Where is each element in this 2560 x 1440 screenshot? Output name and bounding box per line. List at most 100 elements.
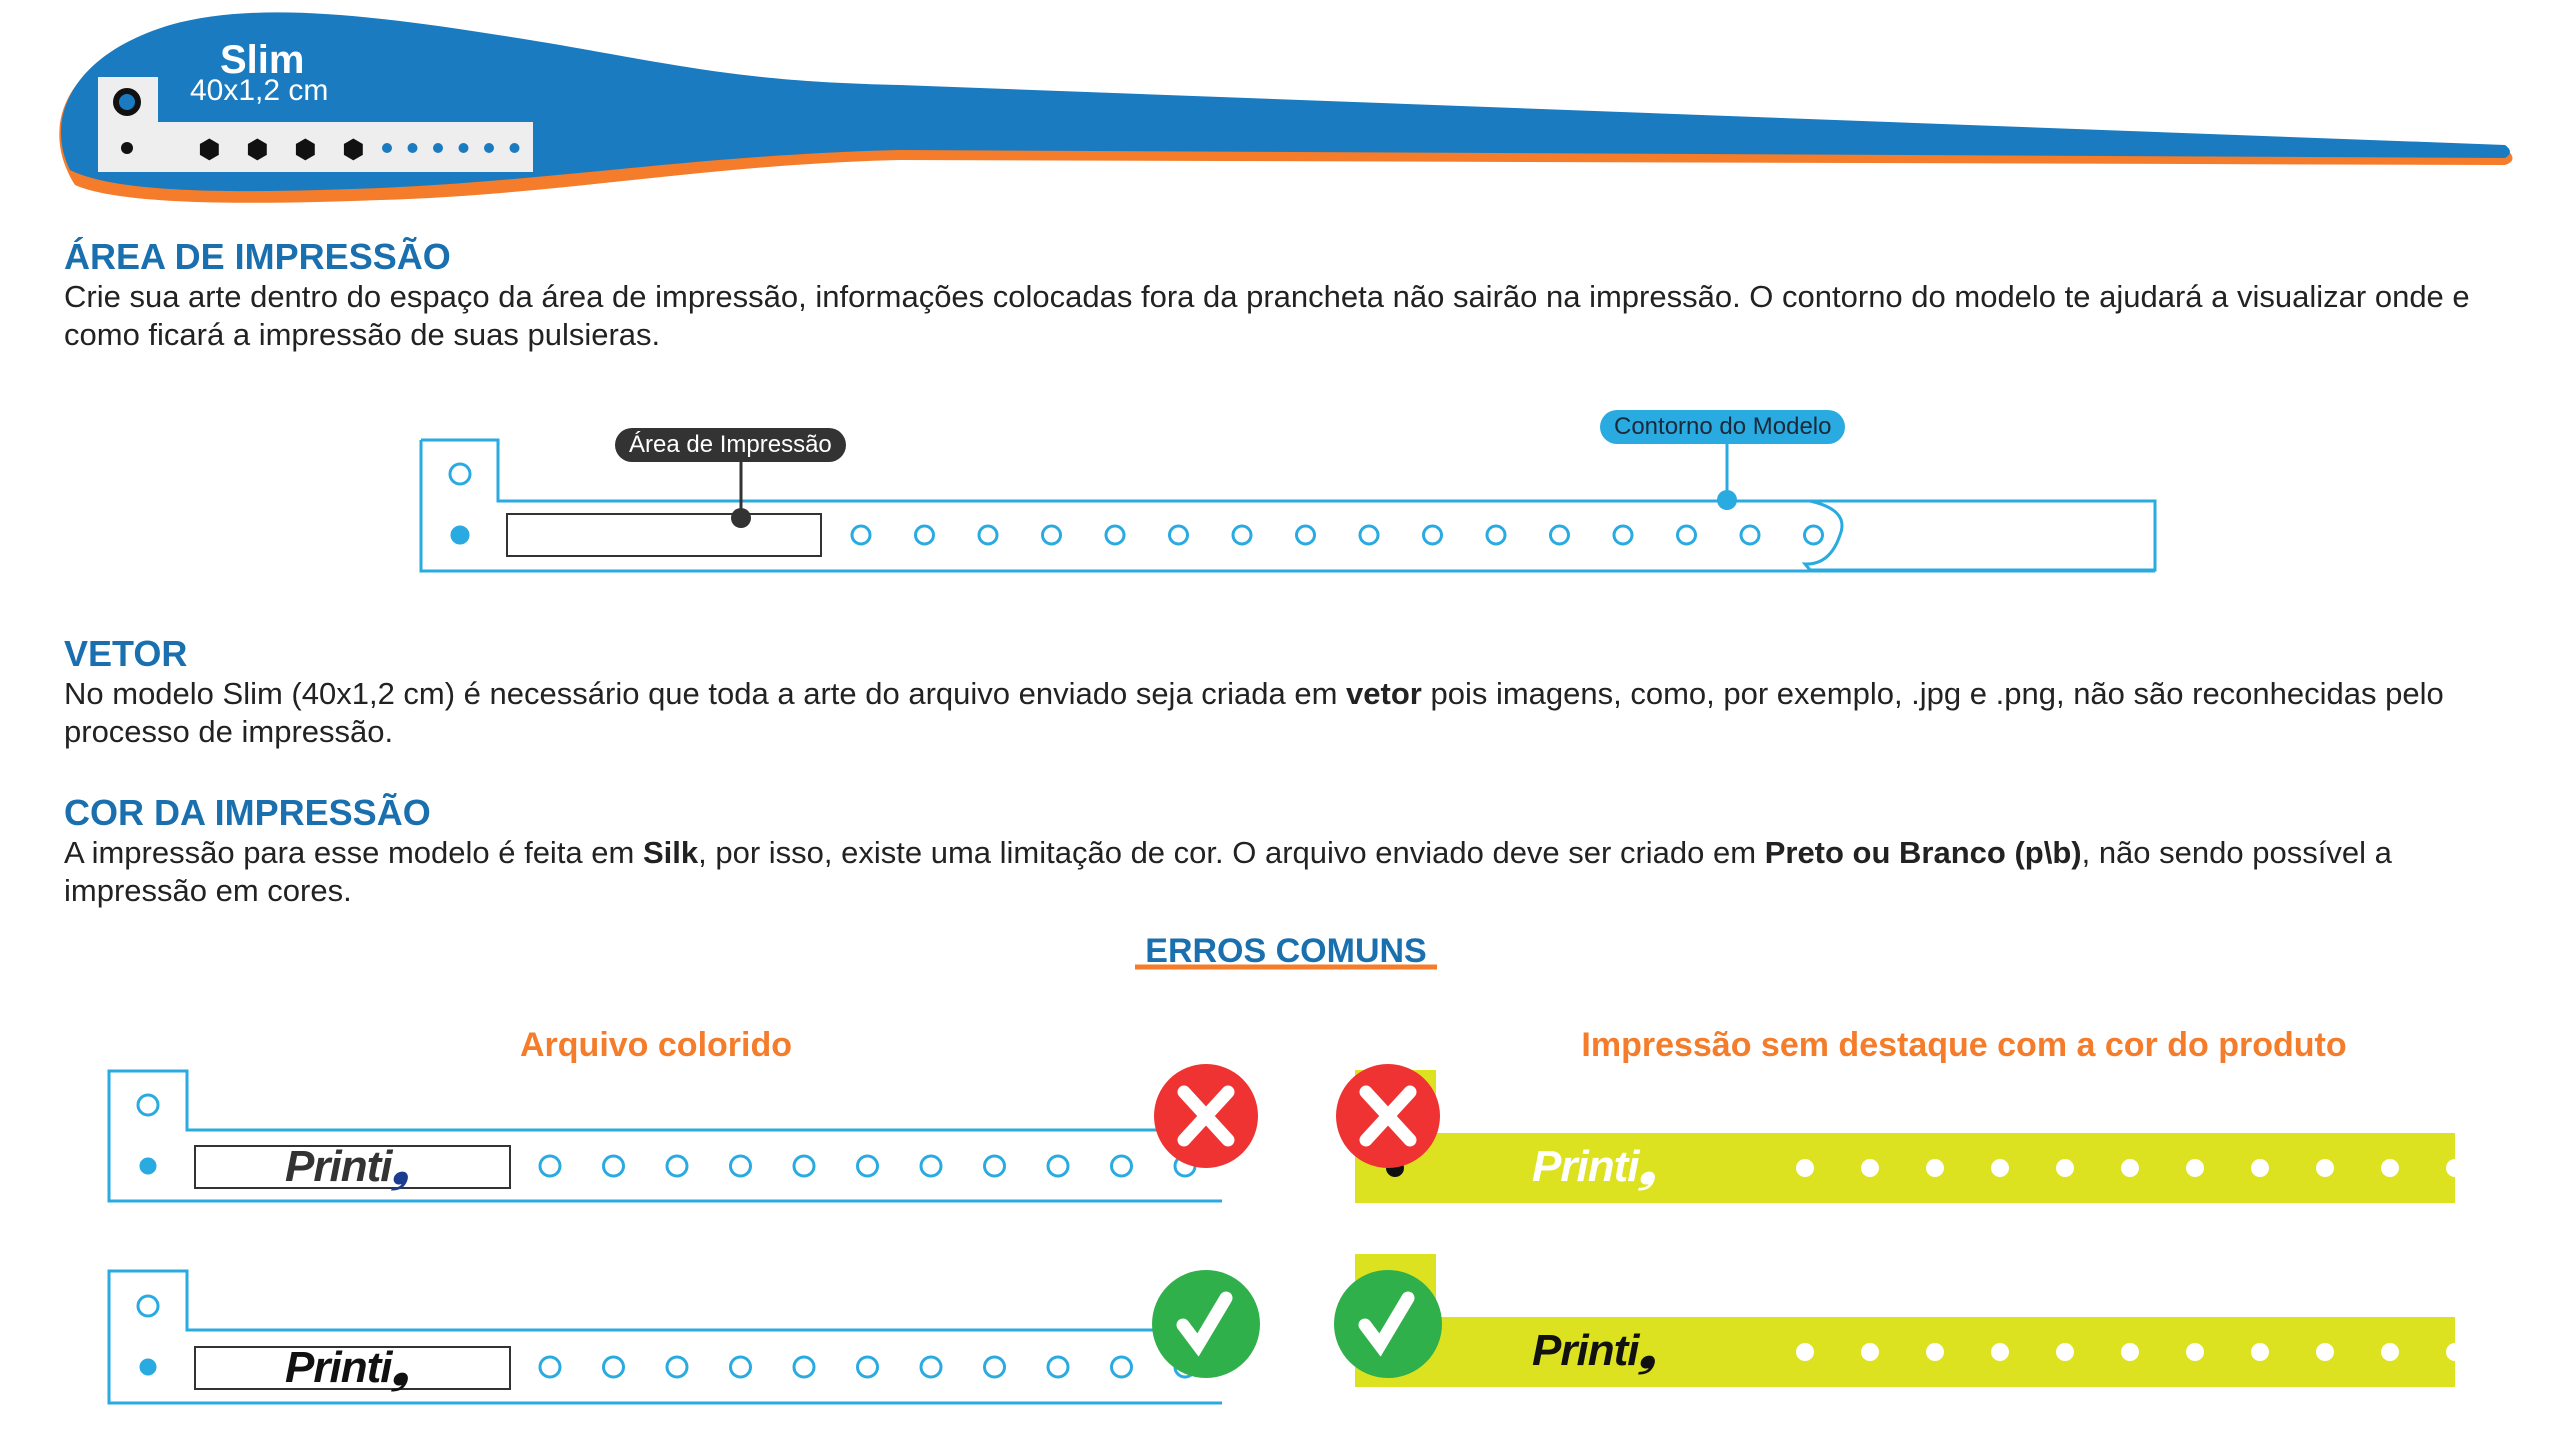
band-colored-wrong xyxy=(107,1069,1222,1203)
band-hole xyxy=(1861,1159,1879,1177)
band-hole xyxy=(1991,1343,2009,1361)
band-hole xyxy=(2056,1159,2074,1177)
header-title: Slim xyxy=(220,38,305,82)
text: pois imagens, como, por exemplo, .jpg e … xyxy=(64,676,2444,749)
band-hole xyxy=(2056,1343,2074,1361)
logo-text: Printi xyxy=(1532,1142,1639,1191)
band-hole xyxy=(2316,1159,2334,1177)
cube-icon: ⬢ xyxy=(294,134,317,164)
header-holes: ⬢ ⬢ ⬢ ⬢ xyxy=(198,134,520,164)
band-holes xyxy=(538,1154,1197,1379)
band-hole xyxy=(602,1154,625,1178)
check-mark-icon xyxy=(1334,1270,1442,1378)
band-hole xyxy=(1796,1343,1814,1361)
band-hole xyxy=(919,1355,943,1379)
diagram-hole xyxy=(1358,524,1380,546)
diagram-hole xyxy=(1295,524,1316,546)
bold-text: Preto ou Branco (p\b) xyxy=(1764,835,2082,870)
header-hole xyxy=(484,143,494,153)
diagram-hole xyxy=(1739,524,1761,546)
text: No modelo Slim (40x1,2 cm) é necessário … xyxy=(64,676,1347,711)
header-hole xyxy=(509,143,520,153)
cube-icon: ⬢ xyxy=(198,134,221,164)
diagram-hole xyxy=(1676,524,1697,546)
band-hole xyxy=(1861,1343,1879,1361)
logo-text: Printi xyxy=(285,1343,392,1392)
printi-logo: Printi❟ xyxy=(1532,1326,1656,1375)
band-hole xyxy=(538,1154,562,1178)
band-hole xyxy=(1926,1159,1944,1177)
diagram-hole xyxy=(1231,524,1253,546)
errors-title: ERROS COMUNS xyxy=(1145,932,1427,970)
check-mark-icon xyxy=(1152,1270,1260,1378)
outline-label: Contorno do Modelo xyxy=(1600,410,1846,444)
band-hole xyxy=(2121,1343,2139,1361)
cube-icon: ⬢ xyxy=(246,134,269,164)
band-hole xyxy=(2186,1159,2204,1177)
left-subtitle: Arquivo colorido xyxy=(520,1026,792,1064)
band-hole xyxy=(2446,1159,2464,1177)
printi-logo: Printi❟ xyxy=(285,1343,409,1392)
band-yellow-right xyxy=(1355,1254,2455,1387)
header-hole xyxy=(407,143,418,153)
bold-text: Silk xyxy=(642,835,699,870)
right-subtitle: Impressão sem destaque com a cor do prod… xyxy=(1581,1026,2347,1064)
band-hole xyxy=(792,1154,816,1178)
x-mark-icon xyxy=(1336,1064,1440,1168)
band-hole xyxy=(2446,1343,2464,1361)
band-hole xyxy=(2251,1159,2269,1177)
text: , não sendo possível a impressão em core… xyxy=(64,835,2392,908)
band-hole xyxy=(2121,1159,2139,1177)
diagram-hole xyxy=(914,524,935,546)
band-hole xyxy=(729,1154,752,1178)
band-hole xyxy=(1926,1343,1944,1361)
x-mark-icon xyxy=(1154,1064,1258,1168)
band-hole xyxy=(983,1154,1006,1178)
band-hole xyxy=(2251,1343,2269,1361)
text: A impressão para esse modelo é feita em xyxy=(64,835,643,870)
band-hole xyxy=(1110,1154,1133,1178)
printi-logo: Printi❟ xyxy=(285,1142,409,1191)
yellow-band-holes xyxy=(1796,1159,2464,1361)
band-hole xyxy=(538,1355,562,1379)
band-hole xyxy=(729,1355,752,1379)
band-hole xyxy=(2381,1343,2399,1361)
band-hole xyxy=(919,1154,943,1178)
band-hole xyxy=(665,1355,689,1379)
diagram-hole xyxy=(977,524,999,546)
band-hole xyxy=(2381,1159,2399,1177)
wristband-outline-diagram xyxy=(419,438,2157,573)
band-hole xyxy=(1046,1154,1070,1178)
section-title-print-area: ÁREA DE IMPRESSÃO xyxy=(64,236,451,277)
diagram-hole xyxy=(1803,524,1824,546)
diagram-holes xyxy=(850,524,1824,546)
diagram-hole xyxy=(1612,524,1634,546)
band-hole xyxy=(792,1355,816,1379)
diagram-hole xyxy=(1549,524,1570,546)
band-hole xyxy=(1110,1355,1133,1379)
band-black-right xyxy=(107,1269,1222,1405)
band-hole xyxy=(665,1154,689,1178)
logo-text: Printi xyxy=(285,1142,392,1191)
band-hole xyxy=(856,1154,879,1178)
header-size: 40x1,2 cm xyxy=(190,74,329,107)
diagram-hole xyxy=(1041,524,1062,546)
cube-icon: ⬢ xyxy=(342,134,365,164)
band-hole xyxy=(856,1355,879,1379)
band-yellow-wrong xyxy=(1355,1070,2455,1203)
printi-logo: Printi❟ xyxy=(1532,1142,1656,1191)
band-hole xyxy=(2186,1343,2204,1361)
section-title-color: COR DA IMPRESSÃO xyxy=(64,792,431,833)
band-hole xyxy=(2316,1343,2334,1361)
section-text-print-area: Crie sua arte dentro do espaço da área d… xyxy=(64,279,2470,352)
diagram-hole xyxy=(1485,524,1507,546)
section-text-color: A impressão para esse modelo é feita em … xyxy=(64,834,2484,910)
band-hole xyxy=(1796,1159,1814,1177)
band-hole xyxy=(1991,1159,2009,1177)
header-hole xyxy=(433,143,443,153)
section-text-vector: No modelo Slim (40x1,2 cm) é necessário … xyxy=(64,675,2484,751)
band-hole xyxy=(602,1355,625,1379)
logo-text: Printi xyxy=(1532,1326,1639,1375)
header-banner xyxy=(59,12,2513,203)
